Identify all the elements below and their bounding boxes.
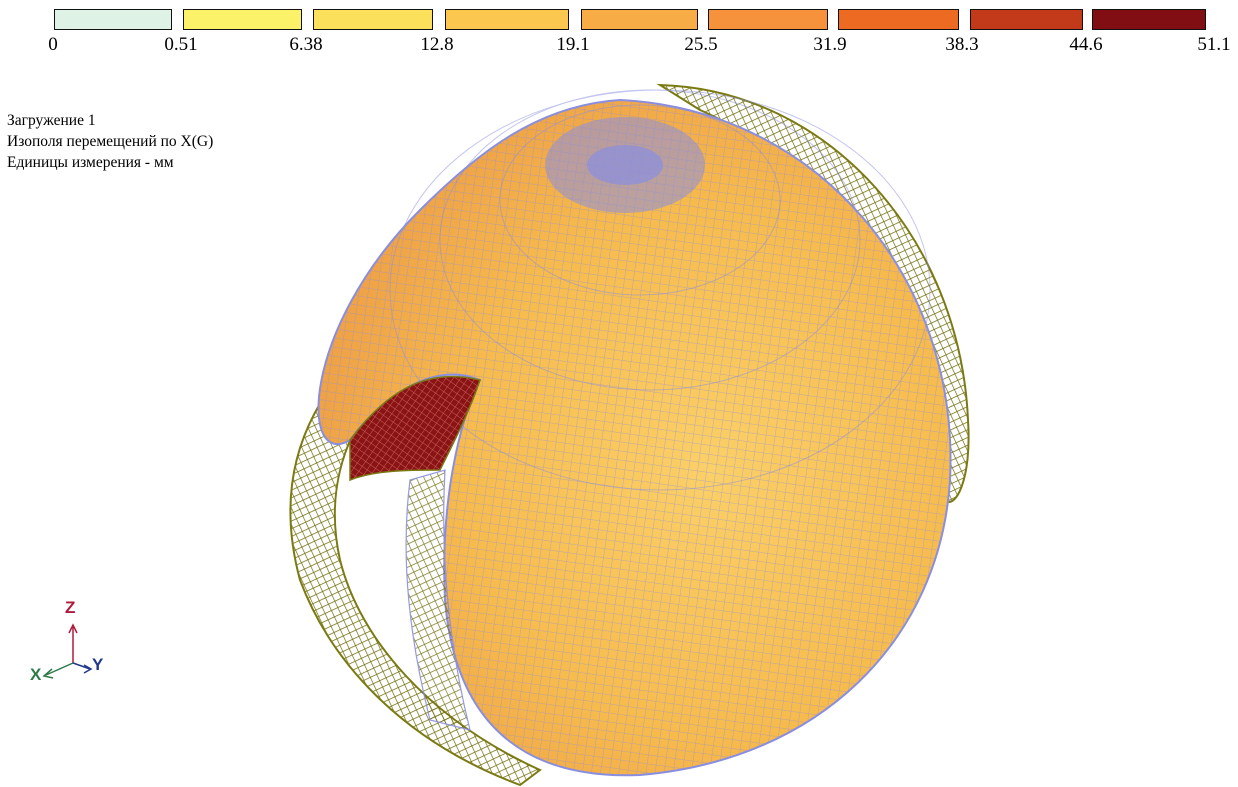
legend-swatch-4 <box>445 9 569 30</box>
legend-swatch-6 <box>708 9 828 30</box>
units-label: Единицы измерения - мм <box>7 154 174 171</box>
legend-swatch-8 <box>970 9 1083 30</box>
legend-tick: 0.51 <box>164 34 198 55</box>
axis-y-label: Y <box>92 655 104 674</box>
opening-frame <box>405 469 471 731</box>
legend-tick: 12.8 <box>420 34 454 55</box>
opening-cut <box>349 375 481 482</box>
axis-triad: Z X Y <box>28 595 128 690</box>
color-scale-legend: 0 0.51 6.38 12.8 19.1 25.5 31.9 38.3 44.… <box>0 0 1238 60</box>
shell-mesh <box>318 100 951 776</box>
legend-tick: 44.6 <box>1069 34 1103 55</box>
legend-swatch-3 <box>313 9 433 30</box>
legend-swatch-5 <box>581 9 698 30</box>
legend-swatch-2 <box>183 9 302 30</box>
isofield-title: Изополя перемещений по X(G) <box>7 133 214 150</box>
legend-tick: 19.1 <box>556 34 590 55</box>
legend-swatch-7 <box>838 9 959 30</box>
dome-rings <box>389 89 931 491</box>
axis-triad-icon <box>42 623 93 679</box>
legend-swatch-9 <box>1092 9 1206 30</box>
legend-tick: 31.9 <box>813 34 847 55</box>
result-info: Загружение 1 Изополя перемещений по X(G)… <box>7 110 213 173</box>
legend-tick: 25.5 <box>684 34 718 55</box>
legend-swatch-1 <box>54 9 172 30</box>
legend-tick: 38.3 <box>945 34 979 55</box>
legend-tick: 51.1 <box>1197 34 1231 55</box>
axis-x-label: X <box>30 665 42 684</box>
axis-z-label: Z <box>65 598 76 617</box>
dome-crown-center <box>587 145 663 185</box>
legend-tick: 6.38 <box>289 34 323 55</box>
load-case-label: Загружение 1 <box>7 112 96 129</box>
legend-tick: 0 <box>48 34 58 55</box>
